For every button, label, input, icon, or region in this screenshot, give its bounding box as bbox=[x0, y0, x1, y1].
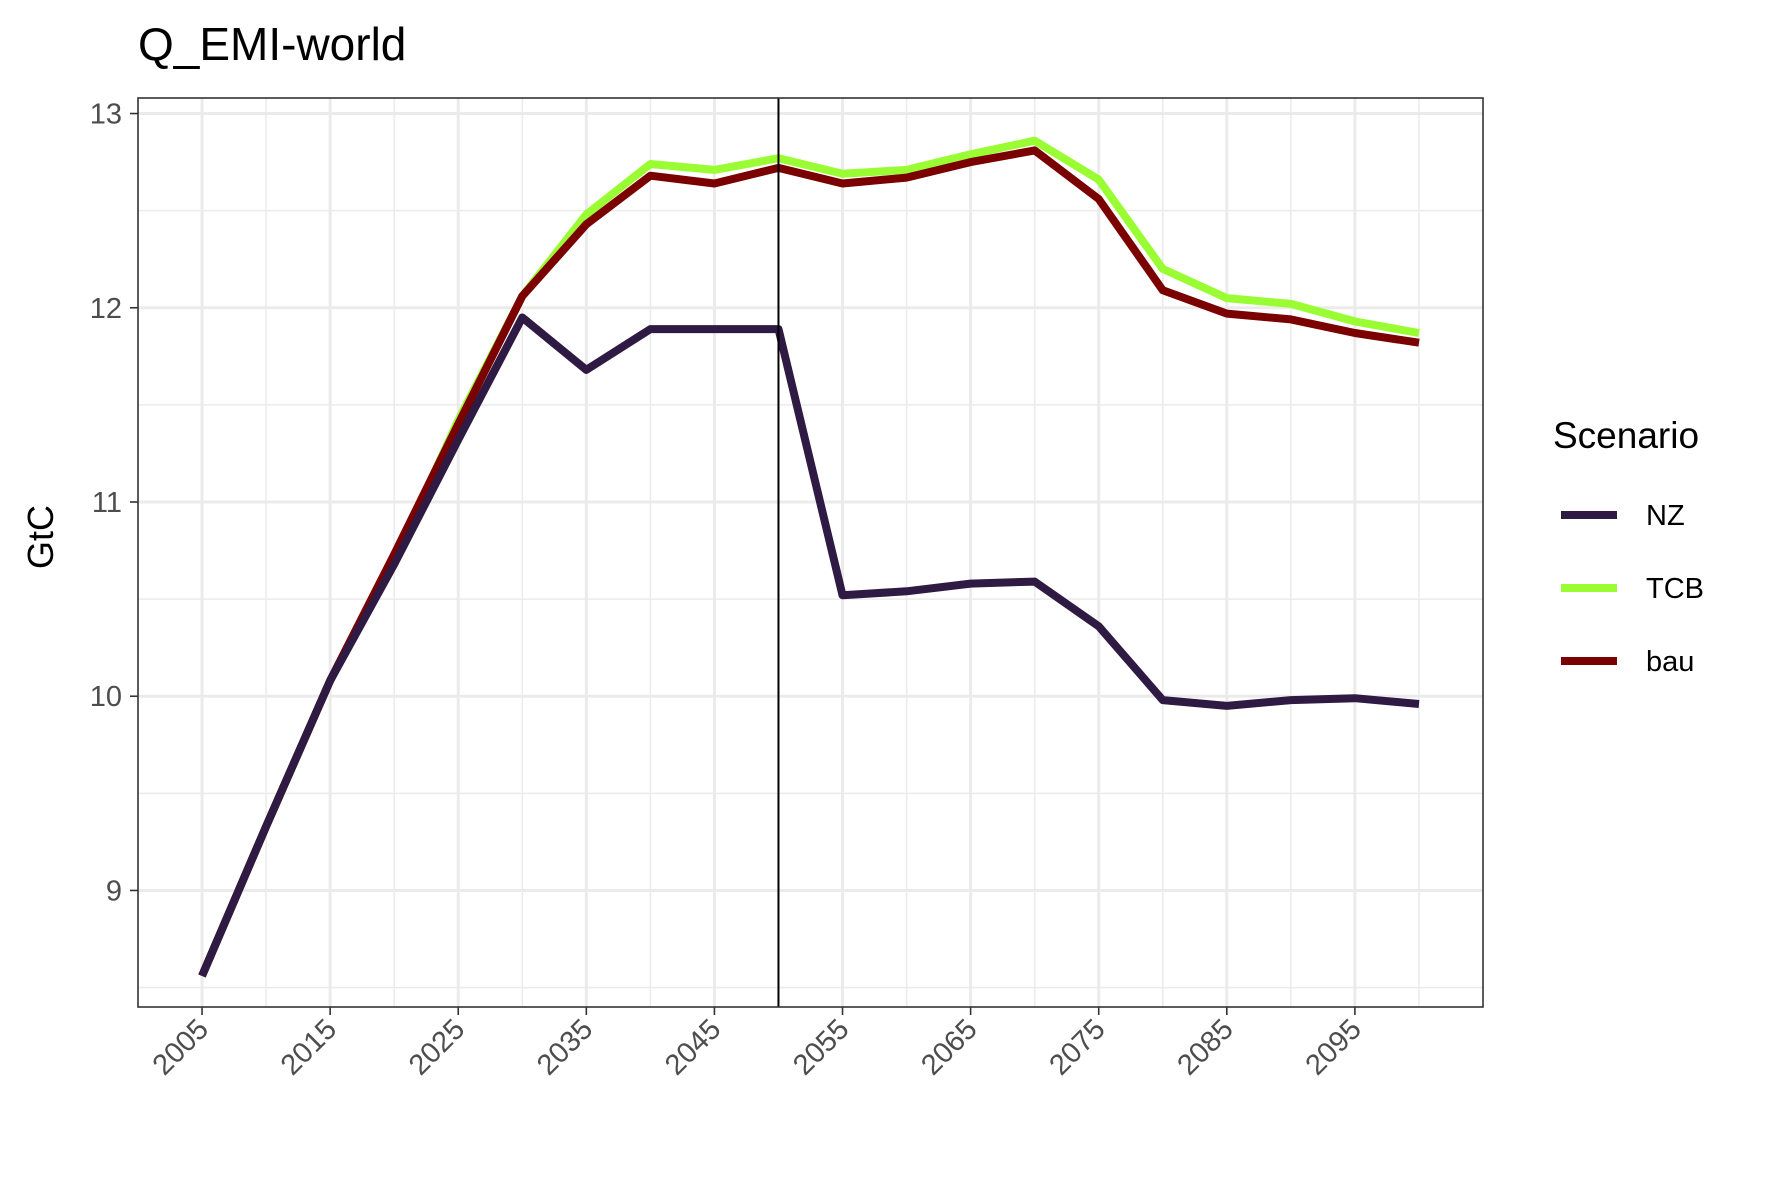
chart-title: Q_EMI-world bbox=[138, 18, 406, 70]
major-gridlines bbox=[138, 98, 1483, 1007]
y-axis-title: GtC bbox=[20, 505, 61, 569]
minor-gridlines bbox=[138, 98, 1483, 1007]
y-tick-label: 10 bbox=[90, 681, 122, 713]
plot-panel-border bbox=[137, 97, 1484, 1008]
legend-label-nz: NZ bbox=[1646, 500, 1685, 532]
y-tick-label: 13 bbox=[90, 99, 122, 131]
legend-label-bau: bau bbox=[1646, 646, 1694, 678]
series-lines bbox=[198, 136, 1420, 978]
y-axis: 9 10 11 12 13 bbox=[90, 99, 138, 907]
y-tick-label: 9 bbox=[106, 875, 122, 907]
series-line-bau bbox=[198, 146, 1420, 978]
y-tick-label: 11 bbox=[92, 487, 122, 519]
series-line-nz bbox=[198, 313, 1420, 978]
legend-title: Scenario bbox=[1553, 415, 1699, 456]
legend: Scenario NZ TCB bau bbox=[1553, 415, 1704, 678]
legend-label-tcb: TCB bbox=[1646, 573, 1704, 605]
y-tick-label: 12 bbox=[90, 293, 122, 325]
